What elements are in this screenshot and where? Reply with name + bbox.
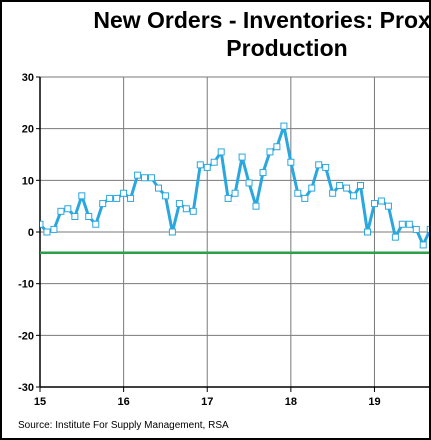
data-point [106,194,114,202]
data-point [147,174,155,182]
data-point [92,220,100,228]
data-point [168,228,176,236]
data-point [141,174,149,182]
x-tick-label: 15 [34,396,46,408]
data-point [120,189,128,197]
data-point [71,213,79,220]
data-point [426,225,429,233]
data-point [357,182,365,189]
data-point [210,158,218,166]
data-point [224,194,232,202]
data-point [57,207,65,215]
data-point [294,189,302,197]
source-note: Source: Institute For Supply Management,… [18,420,229,431]
data-point [266,148,274,156]
y-tick-label: 10 [22,175,34,187]
data-point [315,161,323,169]
y-tick-label: 20 [22,124,34,136]
data-point [161,192,169,200]
data-point [398,220,406,228]
data-point [134,171,142,179]
y-tick-label: -20 [18,330,34,342]
data-point [370,200,378,208]
data-point [196,161,204,169]
data-point [343,184,351,192]
data-point [238,153,246,161]
y-tick-label: -10 [18,279,34,291]
data-point [412,225,420,233]
data-point [287,158,295,166]
data-point [245,179,253,187]
data-point [231,189,239,197]
data-point [301,194,309,202]
y-tick-label: 30 [22,72,34,84]
data-point [85,213,93,220]
data-point [175,200,183,208]
data-point [50,225,58,233]
data-point [308,184,316,192]
x-tick-label: 17 [201,396,213,408]
data-point [113,194,121,202]
y-tick-label: -30 [18,382,34,394]
data-point [203,163,211,171]
data-point [64,205,72,213]
data-point [419,241,427,249]
y-tick-label: 0 [28,227,34,239]
data-point [78,192,86,200]
data-point [154,184,162,192]
data-point [384,202,392,210]
data-point [43,228,51,236]
data-point [259,169,267,177]
data-point [329,189,337,197]
data-point [127,194,135,202]
data-point [405,220,413,228]
data-point [350,192,358,200]
data-point [217,148,225,156]
data-point [322,163,330,171]
x-tick-label: 18 [285,396,297,408]
data-point [336,182,344,189]
x-tick-label: 19 [368,396,380,408]
data-point [40,220,44,228]
data-point [182,205,190,213]
x-tick-label: 16 [117,396,129,408]
data-point [189,207,197,215]
data-point [99,200,107,208]
data-point [280,122,288,130]
data-point [252,202,260,210]
data-point [377,197,385,205]
data-point [391,233,399,241]
data-point [273,143,281,151]
chart-title: New Orders - Inventories: Proxy for Prod… [93,7,431,61]
data-point [364,228,372,236]
